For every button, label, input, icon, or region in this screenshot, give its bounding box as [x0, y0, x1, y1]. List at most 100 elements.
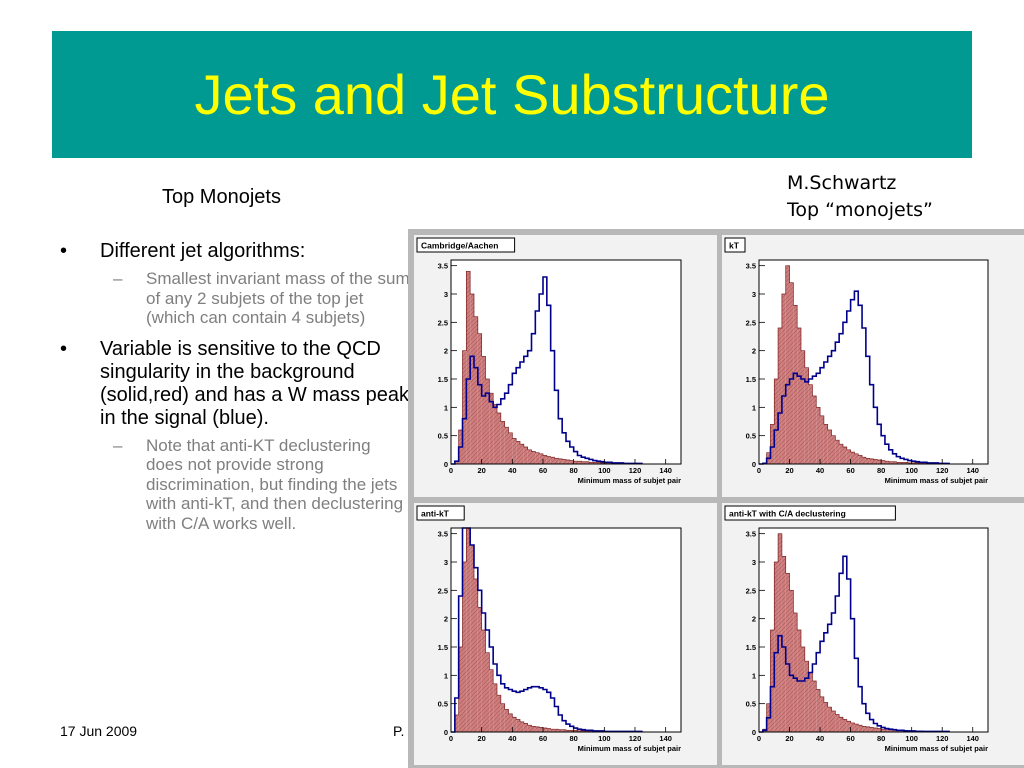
- background-bar: [820, 415, 824, 464]
- signal-line: [451, 527, 643, 733]
- background-bar: [585, 461, 589, 464]
- background-bar: [604, 462, 609, 464]
- background-bar: [546, 728, 551, 732]
- y-tick-label: 3: [444, 558, 448, 567]
- y-tick-label: 0.5: [438, 700, 448, 709]
- sub-bullet-item: – Smallest invariant mass of the sum of …: [60, 269, 410, 328]
- y-tick-label: 0: [752, 460, 756, 469]
- background-bar: [512, 717, 517, 732]
- x-tick-label: 100: [598, 734, 611, 743]
- background-bar: [854, 724, 859, 732]
- background-bar: [508, 432, 513, 464]
- histogram-kt: kT 0 20 40 60 80 100 120 140 0 0.5 1 1.5 2 2.5 3 3.5 Mini…: [722, 235, 1024, 497]
- background-bar: [562, 459, 566, 464]
- background-bar: [827, 707, 832, 732]
- bullet-marker: •: [60, 337, 68, 360]
- x-tick-label: 20: [477, 466, 485, 475]
- background-bar: [539, 727, 543, 732]
- background-bar: [543, 728, 547, 732]
- background-bar: [896, 730, 901, 732]
- background-bar: [504, 427, 509, 464]
- background-bar: [527, 449, 532, 464]
- plot-label-box: [724, 237, 746, 253]
- background-bar: [839, 444, 843, 464]
- x-tick-label: 80: [877, 466, 885, 475]
- background-bar: [477, 333, 482, 464]
- y-tick-label: 0.5: [746, 432, 756, 441]
- background-bar: [477, 607, 482, 732]
- background-bar: [554, 729, 559, 732]
- background-bar: [800, 647, 805, 732]
- background-bar: [566, 730, 570, 732]
- plot-label-box: [416, 237, 516, 253]
- background-bar: [900, 462, 905, 464]
- slide-title: Jets and Jet Substructure: [194, 63, 830, 126]
- background-bar: [877, 728, 882, 732]
- background-bar: [558, 458, 563, 464]
- y-tick-label: 2: [752, 615, 756, 624]
- background-bar: [516, 719, 520, 732]
- y-tick-label: 3.5: [746, 530, 756, 539]
- background-bar: [911, 462, 916, 464]
- credit-author: M.Schwartz: [787, 172, 897, 194]
- background-bar: [892, 729, 897, 732]
- background-bar: [835, 714, 840, 732]
- background-bar: [820, 696, 824, 732]
- y-tick-label: 3: [752, 558, 756, 567]
- signal-line: [451, 276, 643, 465]
- background-bar: [900, 730, 905, 732]
- x-tick-label: 60: [539, 734, 547, 743]
- y-tick-label: 1.5: [438, 375, 448, 384]
- background-bar: [816, 689, 821, 732]
- background-bar: [884, 461, 889, 464]
- background-bar: [888, 729, 893, 732]
- y-tick-label: 2: [444, 615, 448, 624]
- background-bar: [608, 462, 612, 464]
- bullet-item: • Different jet algorithms:: [60, 240, 410, 263]
- background-bar: [774, 379, 779, 464]
- x-axis-label: Minimum mass of subjet pair: [578, 744, 681, 753]
- background-bar: [546, 456, 551, 464]
- x-tick-label: 80: [569, 466, 577, 475]
- background-bar: [466, 271, 471, 464]
- x-tick-label: 100: [905, 734, 918, 743]
- background-bar: [573, 461, 578, 464]
- background-bar: [485, 379, 490, 464]
- x-axis-label: Minimum mass of subjet pair: [885, 476, 988, 485]
- y-tick-label: 3.5: [438, 530, 448, 539]
- background-bar: [793, 613, 798, 732]
- background-bar: [823, 424, 828, 464]
- y-tick-label: 2: [752, 347, 756, 356]
- background-bar: [865, 726, 870, 732]
- y-tick-label: 0: [752, 728, 756, 737]
- background-bar: [454, 715, 459, 732]
- x-tick-label: 120: [936, 734, 949, 743]
- y-tick-label: 3.5: [438, 262, 448, 271]
- background-bar: [873, 728, 878, 732]
- plot-frame-top: [450, 259, 682, 465]
- x-tick-label: 120: [936, 466, 949, 475]
- background-bar: [481, 356, 486, 464]
- background-bar: [589, 730, 593, 732]
- sub-bullet-marker: –: [113, 269, 123, 288]
- background-bar: [842, 447, 847, 464]
- background-bar: [535, 726, 540, 732]
- background-bar: [474, 579, 478, 732]
- background-bar: [842, 719, 847, 732]
- background-bar: [600, 462, 605, 464]
- background-bar: [523, 723, 528, 732]
- x-axis-label: Minimum mass of subjet pair: [885, 744, 988, 753]
- x-tick-label: 100: [905, 466, 918, 475]
- background-bar: [797, 328, 801, 464]
- background-bar: [585, 730, 589, 732]
- signal-line: [759, 555, 950, 733]
- background-bar: [589, 462, 593, 464]
- y-tick-label: 1: [752, 671, 756, 680]
- x-tick-label: 120: [629, 734, 642, 743]
- slide-subtitle: Top Monojets: [162, 186, 281, 208]
- background-bar: [869, 727, 874, 732]
- background-bar: [816, 407, 821, 464]
- x-tick-label: 20: [785, 734, 793, 743]
- background-bar: [808, 672, 813, 732]
